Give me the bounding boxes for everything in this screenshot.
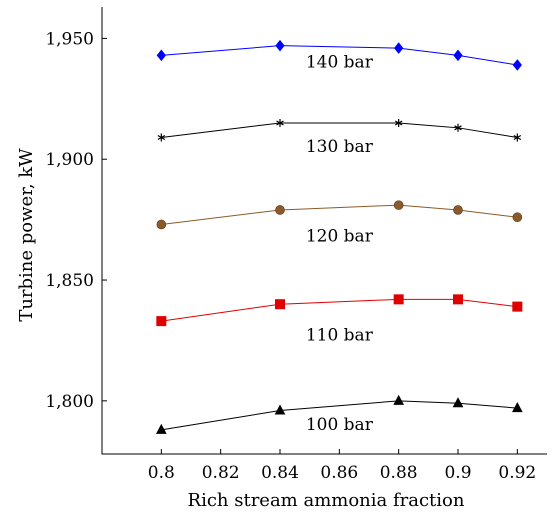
series-110-bar: 110 bar (156, 294, 523, 345)
x-tick-label: 0.88 (380, 463, 418, 483)
data-point (513, 133, 522, 142)
x-tick-label: 0.86 (320, 463, 358, 483)
data-point (454, 123, 462, 132)
data-point (156, 219, 167, 230)
data-point (453, 205, 463, 215)
y-axis-title: Turbine power, kW (16, 148, 37, 322)
series-100-bar: 100 bar (156, 394, 523, 435)
series-line (161, 122, 518, 138)
data-point (393, 200, 404, 210)
x-tick-label: 0.92 (498, 463, 536, 483)
data-point (453, 49, 463, 62)
data-point (394, 42, 404, 54)
x-axis-title: Rich stream ammonia fraction (188, 490, 465, 511)
x-tick-label: 0.9 (444, 463, 471, 483)
y-tick-label: 1,900 (45, 150, 94, 170)
data-point (276, 118, 284, 127)
series-label: 140 bar (306, 52, 374, 72)
data-point (512, 212, 523, 223)
data-point (156, 316, 167, 327)
data-point (275, 39, 285, 52)
x-tick-label: 0.8 (148, 463, 175, 483)
data-point (512, 59, 522, 71)
data-point (156, 423, 167, 434)
data-point (512, 301, 523, 312)
series-130-bar: 130 bar (157, 118, 522, 157)
y-tick-label: 1,950 (45, 29, 94, 49)
x-tick-label: 0.82 (202, 463, 240, 483)
x-tick-label: 0.84 (261, 463, 299, 483)
series-layer: 140 bar 130 bar 120 bar 110 bar 100 bar (156, 39, 523, 435)
data-point (393, 394, 404, 405)
series-120-bar: 120 bar (156, 200, 523, 246)
series-label: 130 bar (306, 137, 374, 157)
x-axis: 0.8 0.82 0.84 0.86 0.88 0.9 0.92 (148, 449, 536, 483)
series-line (161, 204, 518, 225)
data-point (275, 205, 285, 215)
data-point (452, 397, 464, 408)
data-point (393, 294, 404, 305)
series-label: 120 bar (306, 226, 374, 246)
data-point (156, 49, 166, 62)
data-point (394, 118, 403, 127)
data-point (512, 402, 523, 413)
data-point (453, 294, 463, 305)
data-point (157, 133, 166, 142)
series-label: 110 bar (306, 325, 374, 345)
y-tick-label: 1,800 (45, 392, 94, 412)
series-line (161, 298, 518, 322)
y-tick-label: 1,850 (45, 271, 94, 291)
series-label: 100 bar (306, 415, 374, 435)
series-140-bar: 140 bar (156, 39, 522, 72)
data-point (275, 299, 285, 310)
y-axis: 1,800 1,850 1,900 1,950 (45, 29, 107, 412)
data-point (274, 404, 286, 415)
